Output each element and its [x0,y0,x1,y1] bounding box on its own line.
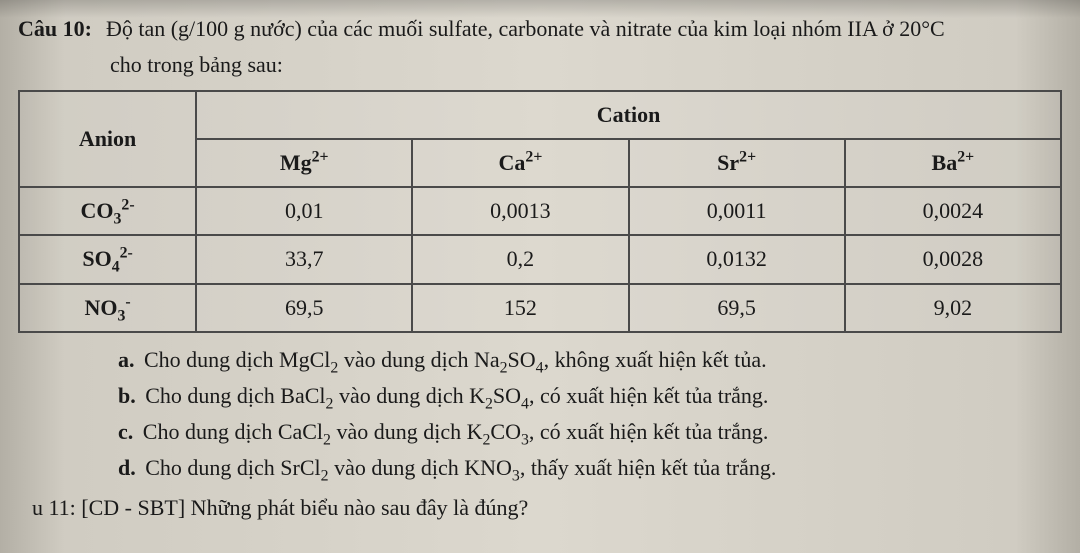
cation-header: Cation [196,91,1061,139]
cell-no3-ca: 152 [412,284,628,332]
anion-so4: SO42- [19,235,196,283]
anion-no3-sym: NO [84,295,117,320]
anion-header: Anion [19,91,196,187]
opt-a-s2: 2 [500,359,508,376]
cell-no3-ba: 9,02 [845,284,1061,332]
cation-ca: Ca2+ [412,139,628,187]
table-row: SO42- 33,7 0,2 0,0132 0,0028 [19,235,1061,283]
cation-sr-charge: 2+ [739,149,756,166]
anion-co3-charge: 2- [121,197,134,214]
opt-b-p2: vào dung dịch K [333,383,485,408]
cell-so4-ca: 0,2 [412,235,628,283]
option-b-text: Cho dung dịch BaCl2 vào dung dịch K2SO4,… [145,383,768,408]
opt-c-s3: 3 [521,431,529,448]
anion-no3-charge: - [125,293,130,310]
options-block: a. Cho dung dịch MgCl2 vào dung dịch Na2… [118,343,1062,485]
cation-ba: Ba2+ [845,139,1061,187]
cell-no3-sr: 69,5 [629,284,845,332]
anion-so4-charge: 2- [120,245,133,262]
next-question-text: [CD - SBT] Những phát biểu nào sau đây l… [76,495,528,520]
question-line-2: cho trong bảng sau: [110,48,1062,82]
opt-c-p1: Cho dung dịch CaCl [143,419,323,444]
anion-so4-sym: SO [82,246,111,271]
next-question-num: u 11: [32,495,76,520]
option-c-label: c. [118,419,133,444]
cell-co3-mg: 0,01 [196,187,412,235]
anion-no3: NO3- [19,284,196,332]
opt-a-p3: SO [508,347,536,372]
opt-a-s3: 4 [536,359,544,376]
anion-co3-sym: CO [81,198,114,223]
opt-b-p3: SO [493,383,521,408]
cation-ba-sym: Ba [932,150,958,175]
opt-d-s2: 3 [512,467,520,484]
cation-ca-charge: 2+ [525,149,542,166]
cation-mg-charge: 2+ [312,149,329,166]
opt-c-p2: vào dung dịch K [331,419,483,444]
option-a-text: Cho dung dịch MgCl2 vào dung dịch Na2SO4… [144,347,767,372]
option-d: d. Cho dung dịch SrCl2 vào dung dịch KNO… [118,451,1062,485]
option-a: a. Cho dung dịch MgCl2 vào dung dịch Na2… [118,343,1062,377]
cell-so4-mg: 33,7 [196,235,412,283]
opt-a-p2: vào dung dịch Na [338,347,499,372]
cell-so4-sr: 0,0132 [629,235,845,283]
opt-c-p4: , có xuất hiện kết tủa trắng. [529,419,768,444]
option-b-label: b. [118,383,136,408]
option-a-label: a. [118,347,135,372]
question-text-1: Độ tan (g/100 g nước) của các muối sulfa… [106,12,945,46]
table-row: NO3- 69,5 152 69,5 9,02 [19,284,1061,332]
opt-d-p1: Cho dung dịch SrCl [145,455,320,480]
opt-b-s3: 4 [521,395,529,412]
opt-a-p4: , không xuất hiện kết tủa. [544,347,767,372]
option-b: b. Cho dung dịch BaCl2 vào dung dịch K2S… [118,379,1062,413]
opt-d-s1: 2 [321,467,329,484]
question-line-1: Câu 10: Độ tan (g/100 g nước) của các mu… [18,12,1062,46]
solubility-table: Anion Cation Mg2+ Ca2+ Sr2+ Ba2+ CO32- 0… [18,90,1062,332]
opt-c-p3: CO [490,419,521,444]
question-label: Câu 10: [18,12,92,46]
table-header-row-1: Anion Cation [19,91,1061,139]
opt-b-p1: Cho dung dịch BaCl [145,383,325,408]
option-d-text: Cho dung dịch SrCl2 vào dung dịch KNO3, … [145,455,776,480]
opt-b-s2: 2 [485,395,493,412]
option-c-text: Cho dung dịch CaCl2 vào dung dịch K2CO3,… [143,419,769,444]
option-c: c. Cho dung dịch CaCl2 vào dung dịch K2C… [118,415,1062,449]
cation-ca-sym: Ca [499,150,526,175]
cation-mg-sym: Mg [280,150,312,175]
option-d-label: d. [118,455,136,480]
cation-mg: Mg2+ [196,139,412,187]
opt-a-p1: Cho dung dịch MgCl [144,347,330,372]
opt-c-s1: 2 [323,431,331,448]
cell-no3-mg: 69,5 [196,284,412,332]
cell-co3-ba: 0,0024 [845,187,1061,235]
opt-d-p2: vào dung dịch KNO [329,455,512,480]
anion-so4-sub: 4 [112,259,120,276]
cation-ba-charge: 2+ [957,149,974,166]
cell-co3-ca: 0,0013 [412,187,628,235]
next-question-partial: u 11: [CD - SBT] Những phát biểu nào sau… [32,491,1062,525]
cell-so4-ba: 0,0028 [845,235,1061,283]
cation-sr: Sr2+ [629,139,845,187]
opt-b-p4: , có xuất hiện kết tủa trắng. [529,383,768,408]
cation-sr-sym: Sr [717,150,739,175]
anion-co3: CO32- [19,187,196,235]
table-row: CO32- 0,01 0,0013 0,0011 0,0024 [19,187,1061,235]
opt-d-p4: , thấy xuất hiện kết tủa trắng. [520,455,777,480]
page-root: Câu 10: Độ tan (g/100 g nước) của các mu… [0,0,1080,553]
cell-co3-sr: 0,0011 [629,187,845,235]
